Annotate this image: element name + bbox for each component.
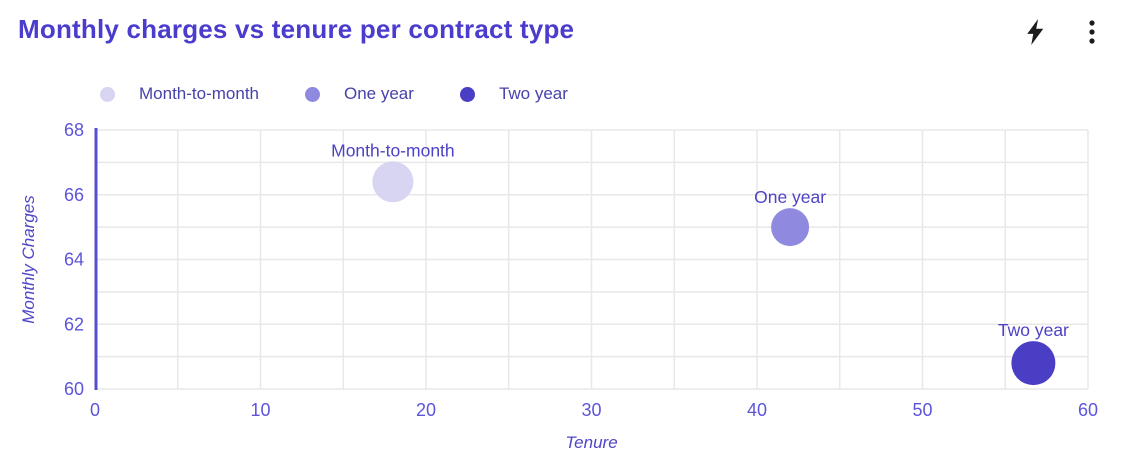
legend-item-month-to-month[interactable]: Month-to-month <box>100 84 259 104</box>
bubble-label: Two year <box>998 320 1069 340</box>
x-axis-title: Tenure <box>565 433 617 452</box>
legend-label: One year <box>344 84 414 103</box>
y-tick-label: 62 <box>64 314 84 334</box>
legend-item-one-year[interactable]: One year <box>305 84 414 104</box>
chart-title: Monthly charges vs tenure per contract t… <box>18 14 575 44</box>
legend-dot-icon <box>305 86 320 102</box>
x-tick-label: 0 <box>90 400 100 420</box>
bubble-label: One year <box>754 187 826 207</box>
legend-dot-icon <box>459 86 475 102</box>
y-tick-label: 64 <box>64 250 84 270</box>
legend: Month-to-month One year Two year <box>100 84 568 104</box>
x-tick-label: 40 <box>747 400 767 420</box>
bubble-label: Month-to-month <box>331 140 455 160</box>
legend-item-two-year[interactable]: Two year <box>459 84 568 104</box>
bubble-two-year[interactable] <box>1011 341 1056 386</box>
y-tick-label: 66 <box>64 185 84 205</box>
bubble-month-to-month[interactable] <box>372 161 414 203</box>
kebab-menu-button[interactable] <box>1076 16 1108 48</box>
legend-dot-icon <box>100 86 115 102</box>
y-axis-title: Monthly Charges <box>19 195 38 324</box>
x-tick-label: 10 <box>250 400 270 420</box>
x-tick-label: 30 <box>581 400 601 420</box>
legend-label: Two year <box>498 84 568 103</box>
x-tick-label: 20 <box>416 400 436 420</box>
legend-label: Month-to-month <box>139 84 259 103</box>
gridlines <box>95 129 1089 390</box>
x-tick-label: 50 <box>912 400 932 420</box>
x-tick-label: 60 <box>1078 400 1098 420</box>
kebab-menu-icon <box>1088 19 1096 45</box>
y-tick-label: 68 <box>64 120 84 140</box>
lightning-button[interactable] <box>1019 16 1051 48</box>
lightning-icon <box>1026 19 1044 45</box>
bubble-one-year[interactable] <box>771 208 810 247</box>
y-tick-label: 60 <box>64 379 84 399</box>
